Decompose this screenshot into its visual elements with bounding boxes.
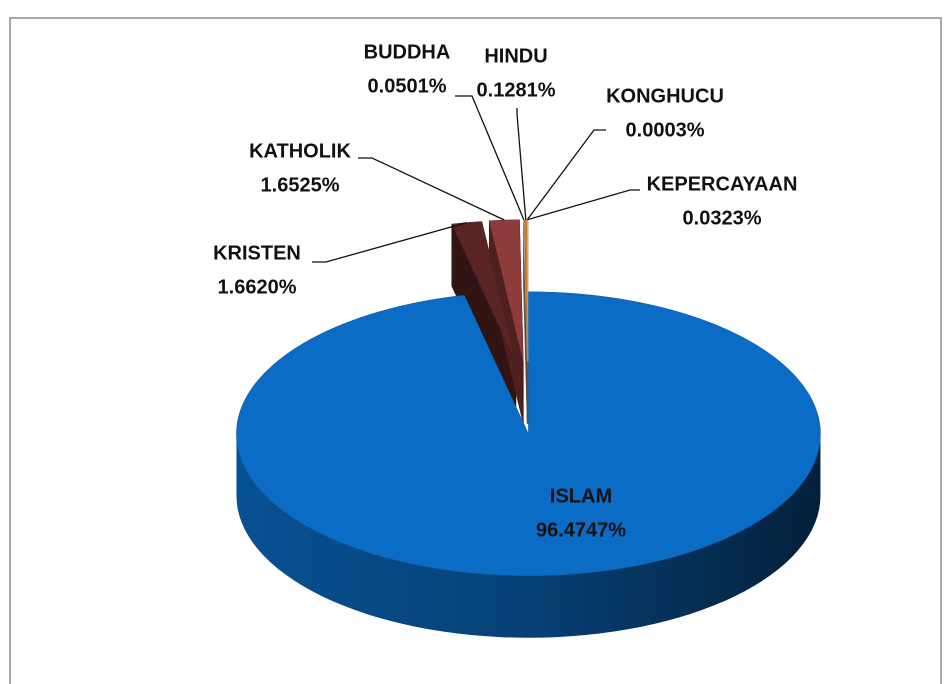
- labels: ISLAM 96.4747% KRISTEN 1.6620% KATHOLIK 1.652…: [213, 41, 797, 541]
- slice: [236, 291, 821, 577]
- leader-line: [516, 108, 527, 220]
- slice-side: [236, 433, 821, 638]
- slice-label-value: 0.1281%: [477, 79, 556, 101]
- pie-tops: [236, 219, 821, 577]
- leader-line: [455, 95, 525, 220]
- leader-line: [358, 157, 505, 221]
- slice: [524, 219, 528, 362]
- leader-line: [526, 129, 606, 220]
- slice-label-value: 0.0501%: [368, 75, 447, 97]
- slice-label-name: HINDU: [484, 45, 547, 67]
- slice-label-value: 1.6620%: [218, 276, 297, 298]
- slice-label-name: ISLAM: [550, 485, 612, 507]
- slice-label-value: 0.0323%: [683, 207, 762, 229]
- slice-label-value: 1.6525%: [261, 174, 340, 196]
- leader-line: [312, 221, 467, 263]
- slice-label-value: 0.0003%: [626, 119, 705, 141]
- slice-label-value: 96.4747%: [536, 519, 626, 541]
- slice: [488, 219, 524, 362]
- slice-label-name: KONGHUCU: [606, 85, 724, 107]
- slice-label-name: KATHOLIK: [249, 140, 351, 162]
- slice-label-name: KRISTEN: [213, 242, 301, 264]
- slice-label-name: BUDDHA: [364, 41, 451, 63]
- slice-label-name: KEPERCAYAAN: [647, 173, 798, 195]
- leader-line: [527, 189, 640, 221]
